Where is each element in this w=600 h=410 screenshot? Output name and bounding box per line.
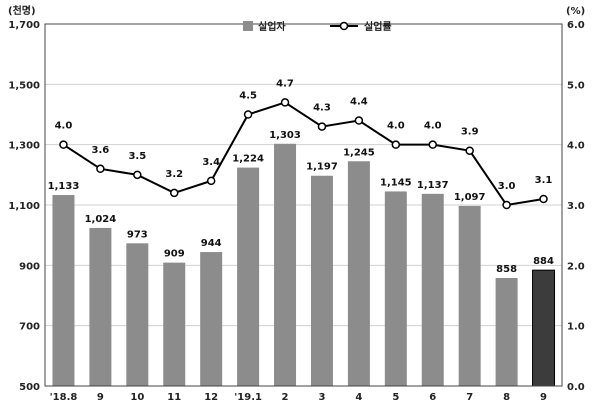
right-tick-label: 1.0 — [567, 322, 585, 333]
x-tick-label: 12 — [204, 392, 218, 403]
x-tick-label: 6 — [429, 392, 436, 403]
right-tick-label: 3.0 — [567, 201, 585, 212]
bar-value-label: 1,024 — [85, 214, 117, 225]
bar-value-label: 858 — [496, 264, 517, 275]
rate-point — [280, 98, 290, 107]
x-tick-label: 7 — [466, 392, 473, 403]
rate-value-label: 4.4 — [350, 97, 368, 108]
left-tick-label: 700 — [19, 322, 40, 333]
bar — [310, 175, 333, 386]
rate-point — [170, 188, 179, 198]
x-tick-label: 2 — [282, 392, 289, 403]
bar-value-label: 909 — [164, 249, 185, 260]
rate-line — [62, 101, 544, 207]
bar-value-label: 884 — [533, 256, 554, 267]
legend-line-label: 실업률 — [364, 20, 392, 33]
right-tick-label: 5.0 — [567, 80, 585, 91]
left-tick-label: 1,100 — [8, 201, 40, 212]
rate-point — [133, 170, 142, 180]
rate-value-label: 4.5 — [239, 91, 257, 102]
bar — [52, 195, 75, 386]
right-tick-label: 4.0 — [567, 141, 585, 152]
rate-value-label: 4.0 — [424, 121, 442, 132]
grid-lines — [45, 23, 562, 327]
right-tick-label: 0.0 — [567, 382, 585, 393]
rate-value-label: 3.9 — [461, 127, 479, 138]
bar-value-label: 1,245 — [343, 147, 375, 158]
x-tick-label: 4 — [355, 392, 362, 403]
rate-point — [59, 140, 68, 149]
x-tick-label: 8 — [503, 392, 510, 403]
legend: 실업자 실업률 — [243, 20, 392, 33]
rate-point — [243, 110, 253, 119]
bar-value-label: 1,097 — [454, 192, 486, 203]
left-tick-label: 500 — [19, 382, 40, 393]
right-axis-unit: (%) — [566, 6, 585, 17]
bar — [458, 205, 481, 386]
line-series: 4.0 3.6 3.5 3.2 3.4 4.5 4.7 4.3 4.4 4.0 4.0 3.9 3.0 3… — [55, 78, 553, 210]
rate-point — [391, 140, 401, 149]
left-tick-label: 1,300 — [8, 141, 40, 152]
bar-series: 1,133 1,024 973 909 944 1,224 1,303 1,197 1,245 1… — [48, 130, 556, 387]
legend-bar-label: 실업자 — [258, 20, 286, 33]
rate-point — [428, 140, 437, 149]
rate-point — [96, 164, 105, 174]
bar — [495, 278, 518, 386]
right-tick-label: 2.0 — [567, 261, 585, 272]
bar — [126, 243, 149, 386]
bar — [421, 193, 444, 386]
bar — [532, 269, 556, 387]
rate-value-label: 4.0 — [387, 121, 405, 132]
bar — [237, 167, 260, 386]
bar-value-label: 1,133 — [48, 181, 80, 192]
x-tick-label: 9 — [540, 392, 547, 403]
x-tick-label: 10 — [130, 392, 144, 403]
rate-value-label: 4.0 — [55, 121, 73, 132]
bar-value-label: 944 — [201, 238, 222, 249]
rate-point — [354, 116, 364, 125]
x-tick-label: 3 — [318, 392, 325, 403]
bar-value-label: 1,197 — [306, 162, 338, 173]
bar — [274, 143, 297, 386]
right-tick-label: 6.0 — [567, 20, 585, 31]
bar-value-label: 1,145 — [380, 177, 412, 188]
x-tick-label: 11 — [167, 392, 181, 403]
bar — [384, 191, 407, 386]
bar — [163, 262, 186, 386]
axes: 500 0.0 700 1.0 900 2.0 1,100 3.0 1,300 4.0 1,500 5… — [8, 20, 584, 403]
rate-point — [317, 122, 327, 131]
x-tick-label: 9 — [97, 392, 104, 403]
rate-value-label: 3.6 — [92, 145, 110, 156]
legend-line-marker — [339, 21, 349, 31]
x-tick-label: '18.8 — [50, 392, 78, 403]
bar-value-label: 973 — [127, 229, 148, 240]
left-axis-unit: (천명) — [8, 4, 36, 17]
x-tick-label: 5 — [392, 392, 399, 403]
rate-value-label: 4.3 — [313, 103, 331, 114]
bar — [89, 227, 112, 386]
plot-frame — [44, 23, 563, 387]
rate-point — [539, 194, 548, 204]
bar-value-label: 1,137 — [417, 180, 449, 191]
rate-value-label: 3.0 — [498, 181, 516, 192]
rate-point — [206, 176, 216, 186]
rate-point — [465, 146, 474, 155]
rate-value-label: 3.5 — [128, 151, 146, 162]
left-tick-label: 1,500 — [8, 80, 40, 91]
bar-value-label: 1,224 — [232, 154, 264, 165]
rate-point — [502, 200, 511, 210]
rate-value-label: 3.4 — [202, 157, 220, 168]
rate-value-label: 3.2 — [165, 169, 183, 180]
bar — [347, 161, 370, 386]
rate-value-label: 4.7 — [276, 78, 294, 89]
left-tick-label: 900 — [19, 261, 40, 272]
rate-value-label: 3.1 — [535, 175, 553, 186]
legend-bar-swatch — [243, 21, 253, 31]
left-tick-label: 1,700 — [8, 20, 40, 31]
bar — [200, 252, 223, 386]
bar-value-label: 1,303 — [269, 130, 301, 141]
x-tick-label: '19.1 — [234, 392, 262, 403]
